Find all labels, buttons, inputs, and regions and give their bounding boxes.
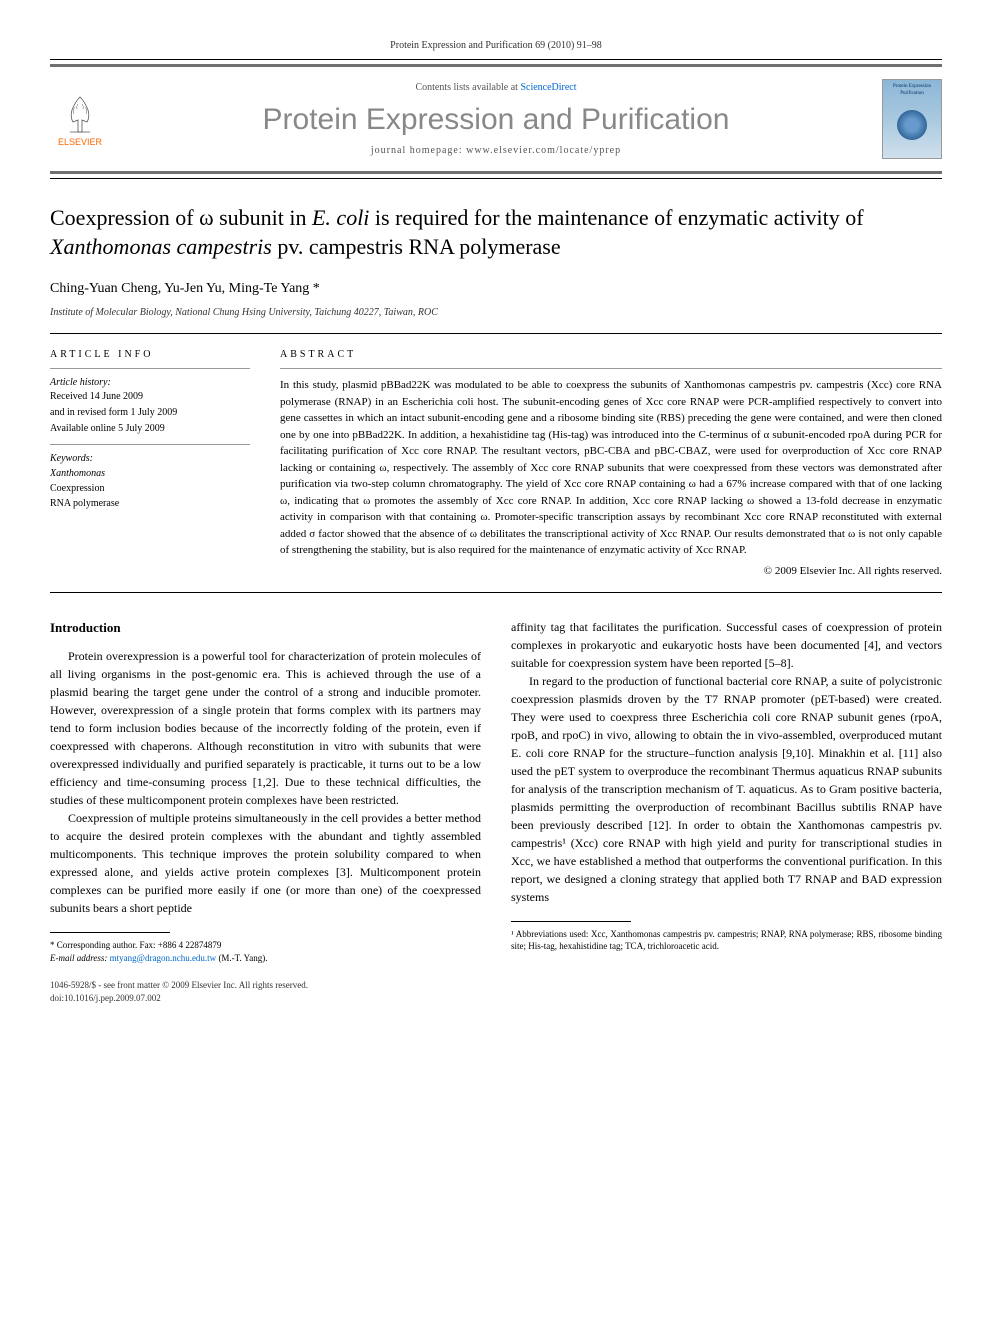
received: Received 14 June 2009: [50, 390, 250, 404]
elsevier-tree-icon: [60, 92, 100, 137]
rule-thick: [50, 171, 942, 174]
contents-available: Contents lists available at ScienceDirec…: [130, 82, 862, 93]
journal-header: ELSEVIER Contents lists available at Sci…: [50, 69, 942, 169]
article-info: article info Article history: Received 1…: [50, 349, 250, 577]
contents-prefix: Contents lists available at: [415, 82, 520, 93]
body-columns: Introduction Protein overexpression is a…: [50, 618, 942, 1005]
keyword: Xanthomonas: [50, 466, 250, 481]
section-heading-introduction: Introduction: [50, 618, 481, 638]
cover-title-top: Protein Expression: [893, 84, 931, 89]
rule: [50, 178, 942, 179]
journal-name: Protein Expression and Purification: [130, 103, 862, 137]
footnote-divider: [511, 921, 631, 922]
body-para: affinity tag that facilitates the purifi…: [511, 618, 942, 672]
journal-cover-thumb: Protein Expression Purification: [882, 79, 942, 159]
abbreviations: ¹ Abbreviations used: Xcc, Xanthomonas c…: [511, 928, 942, 953]
journal-citation: Protein Expression and Purification 69 (…: [50, 40, 942, 51]
email-suffix: (M.-T. Yang).: [216, 953, 267, 963]
homepage-url[interactable]: www.elsevier.com/locate/yprep: [466, 145, 621, 156]
title-italic: Xanthomonas campestris: [50, 234, 272, 259]
email-footnote: E-mail address: mtyang@dragon.nchu.edu.t…: [50, 952, 481, 965]
rule: [50, 59, 942, 60]
issn-line: 1046-5928/$ - see front matter © 2009 El…: [50, 979, 481, 992]
abstract: abstract In this study, plasmid pBBad22K…: [280, 349, 942, 577]
keywords-label: Keywords:: [50, 453, 250, 464]
keyword: Coexpression: [50, 481, 250, 496]
right-column: affinity tag that facilitates the purifi…: [511, 618, 942, 1005]
authors: Ching-Yuan Cheng, Yu-Jen Yu, Ming-Te Yan…: [50, 281, 942, 297]
journal-homepage: journal homepage: www.elsevier.com/locat…: [130, 145, 862, 156]
body-para: Coexpression of multiple proteins simult…: [50, 809, 481, 917]
article-info-heading: article info: [50, 349, 250, 360]
title-text: is required for the maintenance of enzym…: [369, 205, 863, 230]
homepage-prefix: journal homepage:: [371, 145, 466, 156]
corresponding-author: * Corresponding author. Fax: +886 4 2287…: [50, 939, 481, 952]
history-label: Article history:: [50, 377, 250, 388]
online: Available online 5 July 2009: [50, 422, 250, 436]
cover-image-icon: [897, 110, 927, 140]
title-text: Coexpression of ω subunit in: [50, 205, 312, 230]
publisher-logo: ELSEVIER: [50, 84, 110, 154]
rule-thick: [50, 64, 942, 67]
body-para: Protein overexpression is a powerful too…: [50, 647, 481, 809]
title-text: pv. campestris RNA polymerase: [272, 234, 561, 259]
revised: and in revised form 1 July 2009: [50, 406, 250, 420]
email-label: E-mail address:: [50, 953, 110, 963]
affiliation: Institute of Molecular Biology, National…: [50, 307, 942, 318]
footnote-divider: [50, 932, 170, 933]
bottom-meta: 1046-5928/$ - see front matter © 2009 El…: [50, 979, 481, 1004]
body-para: In regard to the production of functiona…: [511, 672, 942, 906]
abstract-text: In this study, plasmid pBBad22K was modu…: [280, 377, 942, 559]
title-italic: E. coli: [312, 205, 369, 230]
left-column: Introduction Protein overexpression is a…: [50, 618, 481, 1005]
keyword: RNA polymerase: [50, 496, 250, 511]
copyright: © 2009 Elsevier Inc. All rights reserved…: [280, 565, 942, 577]
article-title: Coexpression of ω subunit in E. coli is …: [50, 204, 942, 261]
sciencedirect-link[interactable]: ScienceDirect: [520, 82, 576, 93]
abstract-heading: abstract: [280, 349, 942, 360]
email-link[interactable]: mtyang@dragon.nchu.edu.tw: [110, 953, 217, 963]
publisher-name: ELSEVIER: [58, 137, 102, 147]
doi-line: doi:10.1016/j.pep.2009.07.002: [50, 992, 481, 1005]
